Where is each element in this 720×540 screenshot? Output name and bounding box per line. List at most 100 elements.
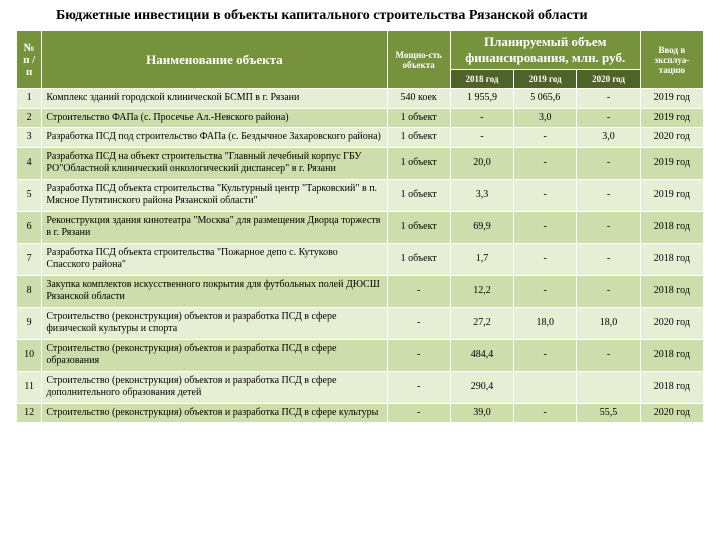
table-body: 1Комплекс зданий городской клинической Б… bbox=[17, 89, 704, 423]
table-row: 2Строительство ФАПа (с. Просечье Ал.-Нев… bbox=[17, 108, 704, 128]
cell-commissioning: 2018 год bbox=[640, 275, 703, 307]
cell-index: 7 bbox=[17, 243, 42, 275]
cell-name: Реконструкция здания кинотеатра "Москва"… bbox=[42, 211, 387, 243]
table-row: 7Разработка ПСД объекта строительства "П… bbox=[17, 243, 704, 275]
cell-2020: 18,0 bbox=[577, 307, 640, 339]
cell-2019: - bbox=[514, 147, 577, 179]
cell-2020: - bbox=[577, 339, 640, 371]
cell-name: Разработка ПСД под строительство ФАПа (с… bbox=[42, 128, 387, 148]
cell-2018: 39,0 bbox=[450, 403, 513, 423]
cell-2018: - bbox=[450, 108, 513, 128]
cell-2018: 12,2 bbox=[450, 275, 513, 307]
cell-name: Строительство (реконструкция) объектов и… bbox=[42, 371, 387, 403]
cell-2020: - bbox=[577, 108, 640, 128]
cell-2020: - bbox=[577, 147, 640, 179]
cell-2019: - bbox=[514, 179, 577, 211]
cell-2020: 55,5 bbox=[577, 403, 640, 423]
cell-commissioning: 2020 год bbox=[640, 403, 703, 423]
cell-capacity: 1 объект bbox=[387, 147, 450, 179]
cell-2019: - bbox=[514, 403, 577, 423]
table-row: 5Разработка ПСД объекта строительства "К… bbox=[17, 179, 704, 211]
investments-table: № п / п Наименование объекта Мощно-сть о… bbox=[16, 30, 704, 423]
col-year-2020: 2020 год bbox=[577, 70, 640, 89]
cell-2019: - bbox=[514, 128, 577, 148]
col-financing-group: Планируемый объем финансирования, млн. р… bbox=[450, 31, 640, 70]
col-commissioning: Ввод в эксплуа-тацию bbox=[640, 31, 703, 89]
table-row: 9Строительство (реконструкция) объектов … bbox=[17, 307, 704, 339]
cell-index: 11 bbox=[17, 371, 42, 403]
cell-commissioning: 2018 год bbox=[640, 339, 703, 371]
cell-capacity: - bbox=[387, 339, 450, 371]
cell-commissioning: 2019 год bbox=[640, 108, 703, 128]
cell-index: 9 bbox=[17, 307, 42, 339]
cell-commissioning: 2019 год bbox=[640, 147, 703, 179]
table-row: 1Комплекс зданий городской клинической Б… bbox=[17, 89, 704, 109]
cell-name: Закупка комплектов искусственного покрыт… bbox=[42, 275, 387, 307]
cell-2019: 5 065,6 bbox=[514, 89, 577, 109]
cell-2019: - bbox=[514, 339, 577, 371]
cell-capacity: - bbox=[387, 403, 450, 423]
cell-2020: - bbox=[577, 211, 640, 243]
table-row: 6Реконструкция здания кинотеатра "Москва… bbox=[17, 211, 704, 243]
col-year-2018: 2018 год bbox=[450, 70, 513, 89]
cell-2020: - bbox=[577, 179, 640, 211]
cell-commissioning: 2018 год bbox=[640, 211, 703, 243]
cell-index: 2 bbox=[17, 108, 42, 128]
cell-name: Строительство (реконструкция) объектов и… bbox=[42, 403, 387, 423]
cell-index: 6 bbox=[17, 211, 42, 243]
cell-2020: - bbox=[577, 243, 640, 275]
cell-name: Строительство (реконструкция) объектов и… bbox=[42, 307, 387, 339]
table-row: 4 Разработка ПСД на объект строительства… bbox=[17, 147, 704, 179]
cell-commissioning: 2019 год bbox=[640, 89, 703, 109]
cell-2018: 20,0 bbox=[450, 147, 513, 179]
cell-name: Строительство ФАПа (с. Просечье Ал.-Невс… bbox=[42, 108, 387, 128]
cell-2019: - bbox=[514, 243, 577, 275]
cell-name: Строительство (реконструкция) объектов и… bbox=[42, 339, 387, 371]
cell-2019: - bbox=[514, 275, 577, 307]
cell-2018: 27,2 bbox=[450, 307, 513, 339]
cell-commissioning: 2020 год bbox=[640, 307, 703, 339]
col-capacity: Мощно-сть объекта bbox=[387, 31, 450, 89]
cell-commissioning: 2019 год bbox=[640, 179, 703, 211]
cell-capacity: 540 коек bbox=[387, 89, 450, 109]
cell-2020 bbox=[577, 371, 640, 403]
cell-2018: 69,9 bbox=[450, 211, 513, 243]
cell-capacity: 1 объект bbox=[387, 128, 450, 148]
cell-commissioning: 2018 год bbox=[640, 371, 703, 403]
cell-name: Комплекс зданий городской клинической БС… bbox=[42, 89, 387, 109]
page-title: Бюджетные инвестиции в объекты капитальн… bbox=[56, 8, 704, 24]
table-row: 10Строительство (реконструкция) объектов… bbox=[17, 339, 704, 371]
cell-capacity: 1 объект bbox=[387, 211, 450, 243]
cell-2019 bbox=[514, 371, 577, 403]
cell-2018: 290,4 bbox=[450, 371, 513, 403]
cell-2019: 3,0 bbox=[514, 108, 577, 128]
cell-index: 1 bbox=[17, 89, 42, 109]
cell-index: 10 bbox=[17, 339, 42, 371]
cell-2018: 3,3 bbox=[450, 179, 513, 211]
cell-2020: - bbox=[577, 89, 640, 109]
cell-2018: 1 955,9 bbox=[450, 89, 513, 109]
cell-index: 4 bbox=[17, 147, 42, 179]
cell-2018: 1,7 bbox=[450, 243, 513, 275]
col-index: № п / п bbox=[17, 31, 42, 89]
cell-capacity: - bbox=[387, 307, 450, 339]
cell-index: 5 bbox=[17, 179, 42, 211]
cell-2020: - bbox=[577, 275, 640, 307]
cell-index: 8 bbox=[17, 275, 42, 307]
table-row: 8Закупка комплектов искусственного покры… bbox=[17, 275, 704, 307]
table-row: 12Строительство (реконструкция) объектов… bbox=[17, 403, 704, 423]
col-name: Наименование объекта bbox=[42, 31, 387, 89]
table-row: 11Строительство (реконструкция) объектов… bbox=[17, 371, 704, 403]
cell-index: 3 bbox=[17, 128, 42, 148]
cell-commissioning: 2018 год bbox=[640, 243, 703, 275]
table-row: 3Разработка ПСД под строительство ФАПа (… bbox=[17, 128, 704, 148]
cell-name: Разработка ПСД на объект строительства "… bbox=[42, 147, 387, 179]
cell-2019: 18,0 bbox=[514, 307, 577, 339]
cell-2018: 484,4 bbox=[450, 339, 513, 371]
cell-2018: - bbox=[450, 128, 513, 148]
cell-capacity: - bbox=[387, 371, 450, 403]
cell-index: 12 bbox=[17, 403, 42, 423]
cell-capacity: 1 объект bbox=[387, 179, 450, 211]
cell-name: Разработка ПСД объекта строительства "По… bbox=[42, 243, 387, 275]
cell-commissioning: 2020 год bbox=[640, 128, 703, 148]
